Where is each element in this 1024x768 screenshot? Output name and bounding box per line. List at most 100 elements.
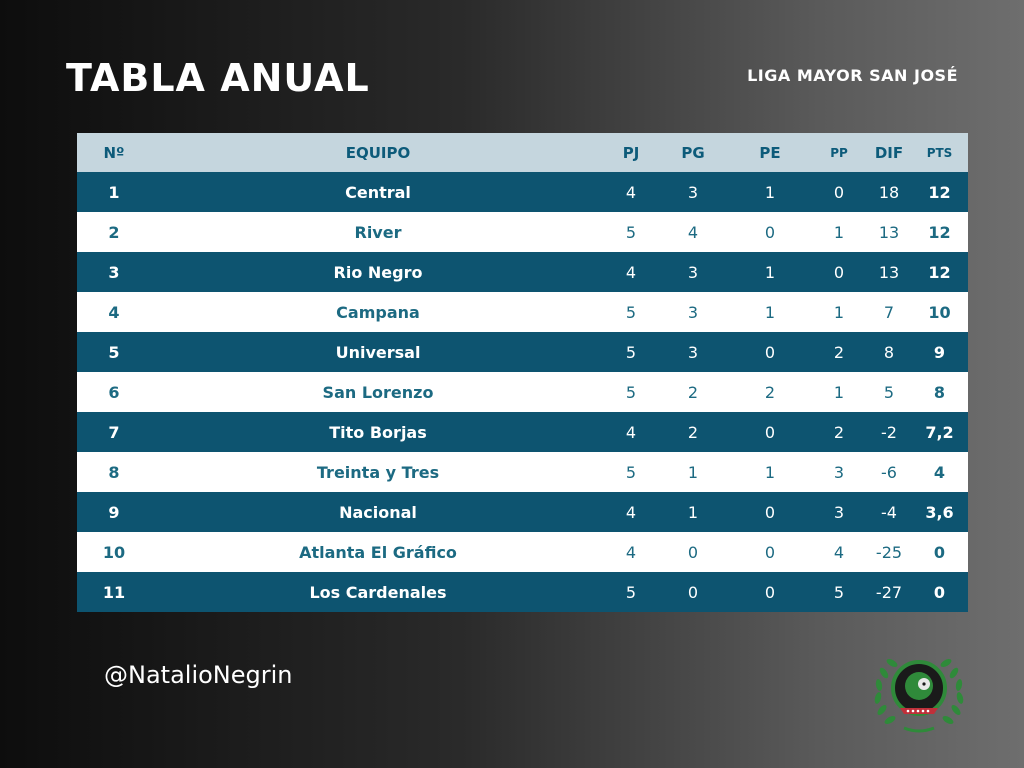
cell-points: 10 bbox=[928, 302, 951, 322]
cell-played: 4 bbox=[625, 542, 637, 562]
cell-points: 0 bbox=[933, 582, 946, 602]
cell-won: 0 bbox=[687, 582, 699, 602]
cell-points: 4 bbox=[933, 462, 946, 482]
cell-team-name: Tito Borjas bbox=[329, 422, 427, 442]
cell-position: 5 bbox=[108, 342, 120, 362]
cell-team-name: Treinta y Tres bbox=[316, 462, 440, 482]
cell-goal-difference: 7 bbox=[883, 302, 895, 322]
cell-lost: 0 bbox=[833, 262, 845, 282]
cell-played: 5 bbox=[625, 342, 637, 362]
cell-played: 5 bbox=[625, 222, 637, 242]
cell-won: 3 bbox=[687, 342, 699, 362]
cell-goal-difference: 13 bbox=[878, 222, 900, 242]
table-row: 5 Universal 5 3 0 2 8 9 bbox=[77, 332, 968, 372]
cell-points: 3,6 bbox=[925, 502, 954, 522]
cell-drawn: 1 bbox=[764, 182, 776, 202]
cell-won: 2 bbox=[687, 422, 699, 442]
cell-goal-difference: -27 bbox=[875, 582, 903, 602]
cell-goal-difference: 5 bbox=[883, 382, 895, 402]
cell-goal-difference: -6 bbox=[881, 462, 897, 482]
column-header-pts: PTS bbox=[926, 145, 953, 160]
cell-drawn: 1 bbox=[764, 262, 776, 282]
cell-points: 9 bbox=[933, 342, 946, 362]
cell-lost: 3 bbox=[833, 462, 845, 482]
cell-position: 2 bbox=[108, 222, 120, 242]
column-header-dif: DIF bbox=[874, 143, 904, 162]
cell-position: 1 bbox=[108, 182, 120, 202]
page-title: TABLA ANUAL bbox=[66, 56, 370, 100]
cell-drawn: 0 bbox=[764, 582, 776, 602]
table-row: 11 Los Cardenales 5 0 0 5 -27 0 bbox=[77, 572, 968, 612]
column-header-pe: PE bbox=[759, 143, 781, 162]
cell-position: 10 bbox=[102, 542, 126, 562]
cell-position: 9 bbox=[108, 502, 120, 522]
table-row: 1 Central 4 3 1 0 18 12 bbox=[77, 172, 968, 212]
column-header-pj: PJ bbox=[622, 143, 640, 162]
column-header-team: EQUIPO bbox=[345, 143, 411, 162]
cell-won: 4 bbox=[687, 222, 699, 242]
cell-won: 2 bbox=[687, 382, 699, 402]
cell-lost: 1 bbox=[833, 302, 845, 322]
cell-position: 6 bbox=[108, 382, 120, 402]
league-name: LIGA MAYOR SAN JOSÉ bbox=[747, 66, 958, 85]
cell-goal-difference: 18 bbox=[878, 182, 900, 202]
cell-team-name: River bbox=[354, 222, 402, 242]
table-row: 10 Atlanta El Gráfico 4 0 0 4 -25 0 bbox=[77, 532, 968, 572]
cell-position: 8 bbox=[108, 462, 120, 482]
cell-position: 7 bbox=[108, 422, 120, 442]
table-row: 6 San Lorenzo 5 2 2 1 5 8 bbox=[77, 372, 968, 412]
cell-team-name: Los Cardenales bbox=[309, 582, 447, 602]
cell-drawn: 0 bbox=[764, 422, 776, 442]
cell-position: 3 bbox=[108, 262, 120, 282]
table-body: 1 Central 4 3 1 0 18 12 2 River 5 4 0 1 13 12 3 Rio Negro… bbox=[77, 172, 968, 612]
table-header-row: Nº EQUIPO PJ PG PE PP DIF PTS bbox=[77, 133, 968, 172]
cell-played: 5 bbox=[625, 302, 637, 322]
cell-played: 4 bbox=[625, 422, 637, 442]
cell-drawn: 1 bbox=[764, 302, 776, 322]
cell-points: 0 bbox=[933, 542, 946, 562]
cell-team-name: Central bbox=[345, 182, 411, 202]
cell-won: 1 bbox=[687, 502, 699, 522]
cell-drawn: 0 bbox=[764, 542, 776, 562]
cell-team-name: Nacional bbox=[339, 502, 417, 522]
cell-played: 5 bbox=[625, 382, 637, 402]
cell-lost: 1 bbox=[833, 222, 845, 242]
table-row: 3 Rio Negro 4 3 1 0 13 12 bbox=[77, 252, 968, 292]
cell-lost: 5 bbox=[833, 582, 845, 602]
cell-lost: 1 bbox=[833, 382, 845, 402]
cell-played: 5 bbox=[625, 462, 637, 482]
cell-points: 12 bbox=[928, 182, 951, 202]
cell-drawn: 0 bbox=[764, 502, 776, 522]
cell-goal-difference: -2 bbox=[881, 422, 897, 442]
cell-team-name: San Lorenzo bbox=[322, 382, 434, 402]
cell-points: 12 bbox=[928, 222, 951, 242]
column-header-position: Nº bbox=[103, 143, 125, 162]
cell-position: 11 bbox=[102, 582, 126, 602]
cell-lost: 2 bbox=[833, 422, 845, 442]
cell-goal-difference: 8 bbox=[883, 342, 895, 362]
cell-won: 1 bbox=[687, 462, 699, 482]
cell-played: 4 bbox=[625, 502, 637, 522]
author-handle: @NatalioNegrin bbox=[104, 661, 293, 689]
cell-won: 3 bbox=[687, 302, 699, 322]
cell-won: 3 bbox=[687, 182, 699, 202]
cell-team-name: Universal bbox=[335, 342, 421, 362]
table-row: 7 Tito Borjas 4 2 0 2 -2 7,2 bbox=[77, 412, 968, 452]
cell-lost: 2 bbox=[833, 342, 845, 362]
cell-drawn: 1 bbox=[764, 462, 776, 482]
table-row: 2 River 5 4 0 1 13 12 bbox=[77, 212, 968, 252]
cell-team-name: Campana bbox=[336, 302, 420, 322]
cell-goal-difference: -4 bbox=[881, 502, 897, 522]
cell-lost: 4 bbox=[833, 542, 845, 562]
cell-played: 4 bbox=[625, 182, 637, 202]
cell-lost: 3 bbox=[833, 502, 845, 522]
cell-points: 7,2 bbox=[925, 422, 954, 442]
cell-played: 4 bbox=[625, 262, 637, 282]
cell-played: 5 bbox=[625, 582, 637, 602]
table-row: 9 Nacional 4 1 0 3 -4 3,6 bbox=[77, 492, 968, 532]
column-header-pp: PP bbox=[830, 145, 848, 160]
cell-lost: 0 bbox=[833, 182, 845, 202]
cell-won: 0 bbox=[687, 542, 699, 562]
cell-goal-difference: -25 bbox=[875, 542, 903, 562]
cell-drawn: 0 bbox=[764, 222, 776, 242]
